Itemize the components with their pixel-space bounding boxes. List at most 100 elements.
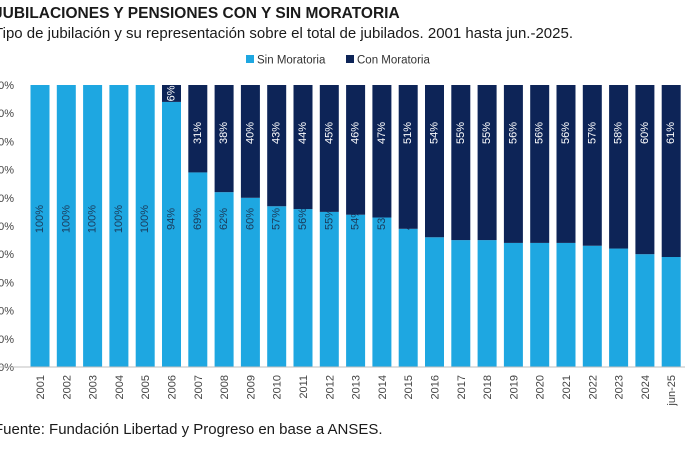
bar-segment-con-moratoria [635,85,655,255]
data-label: 51% [402,122,414,144]
x-tick-label: 2011 [298,375,310,399]
y-tick-label: 10% [0,334,14,346]
data-label: 43% [271,122,283,144]
bar-segment-con-moratoria [267,85,287,207]
y-tick-label: 80% [0,136,14,148]
x-tick-label: 2007 [193,375,205,399]
data-label: 45% [323,122,335,144]
y-axis: 0% 10% 20% 30% 40% 50% 60% 70% 80% 90% 100% [0,80,14,374]
bar-segment-con-moratoria [451,85,471,241]
data-label: 44% [297,122,309,144]
y-tick-label: 40% [0,249,14,261]
y-tick-label: 60% [0,193,14,205]
data-label: 100% [60,205,72,233]
bar-segment-sin-moratoria [109,85,129,367]
bar-segment-sin-moratoria [661,257,681,367]
bar-segment-con-moratoria [346,85,366,215]
x-tick-label: 2012 [324,375,336,399]
bar-segment-con-moratoria [530,85,550,243]
bar-segment-sin-moratoria [30,85,50,367]
data-label: 100% [34,205,46,233]
x-tick-label: 2002 [61,375,73,399]
bar-segment-sin-moratoria [346,214,366,367]
x-tick-label: 2009 [245,375,257,399]
x-tick-label: 2008 [219,375,231,399]
bar-segment-sin-moratoria [56,85,76,367]
bar-segment-con-moratoria [372,85,392,218]
x-tick-label: 2013 [351,375,363,399]
x-tick-label: 2017 [456,375,468,399]
legend-swatch [346,55,354,63]
bar-segment-con-moratoria [293,85,313,210]
x-tick-label: 2006 [167,375,179,399]
x-tick-label: 2019 [508,375,520,399]
x-tick-label: 2014 [377,375,389,399]
data-label: 46% [350,122,362,144]
bar-segment-sin-moratoria [425,237,444,367]
bar-segment-sin-moratoria [83,85,103,367]
data-label: 55% [455,122,467,144]
stacked-bar-chart: Sin Moratoria Con Moratoria 0% 10% 20% 30% 40… [0,55,685,407]
bar-segment-con-moratoria [162,85,181,102]
bar-segment-sin-moratoria [635,254,655,367]
bars: 100% 100% 100% 100% 100% 94% 6% 69% 31% 62% 38% 60%… [30,85,681,368]
bar-segment-con-moratoria [240,85,260,198]
x-tick-label: 2016 [430,375,442,399]
data-label: 60% [639,122,651,144]
y-tick-label: 0% [0,362,14,374]
x-tick-label: 2020 [535,375,547,399]
bar-segment-sin-moratoria [503,242,523,367]
x-tick-label: 2022 [587,375,599,399]
data-label: 58% [613,122,625,144]
bar-segment-sin-moratoria [398,228,418,367]
bar-segment-con-moratoria [319,85,339,212]
legend-label: Sin Moratoria [257,55,326,67]
bar-segment-con-moratoria [661,85,681,258]
y-tick-label: 20% [0,306,14,318]
bar-segment-sin-moratoria [162,101,181,368]
y-tick-label: 30% [0,277,14,289]
source-note: Fuente: Fundación Libertad y Progreso en… [0,421,383,438]
bar-segment-sin-moratoria [530,242,550,367]
data-label: 56% [560,122,572,144]
data-label: 40% [244,122,256,144]
legend-label: Con Moratoria [357,55,430,67]
data-label: 56% [297,208,309,230]
data-label: 6% [166,85,178,101]
bar-segment-sin-moratoria [293,209,313,367]
bar-segment-sin-moratoria [188,172,208,367]
x-tick-label: 2021 [561,375,573,399]
bar-segment-con-moratoria [609,85,629,249]
bar-segment-sin-moratoria [319,211,339,367]
y-tick-label: 70% [0,165,14,177]
data-label: 61% [665,122,677,144]
data-label: 100% [87,205,99,233]
data-label: 62% [218,208,230,230]
data-label: 54% [429,122,441,144]
data-label: 56% [534,122,546,144]
x-axis: 2001 2002 2003 2004 2005 2006 2007 2008 2009 2010… [0,366,685,407]
data-label: 69% [192,208,204,230]
x-tick-label: 2015 [403,375,415,399]
x-tick-label: 2024 [640,375,652,399]
bar-segment-con-moratoria [503,85,523,243]
x-tick-label: jun-25 [666,375,678,407]
data-label: 47% [376,122,388,144]
x-tick-label: 2023 [614,375,626,399]
data-label: 31% [192,122,204,144]
bar-segment-sin-moratoria [477,240,497,367]
bar-segment-sin-moratoria [267,206,287,367]
x-tick-label: 2018 [482,375,494,399]
bar-segment-con-moratoria [398,85,418,229]
bar-segment-sin-moratoria [135,85,155,367]
legend: Sin Moratoria Con Moratoria [246,55,430,67]
data-label: 57% [586,122,598,144]
data-label: 60% [244,208,256,230]
x-tick-label: 2001 [35,375,47,399]
data-label: 100% [113,205,125,233]
data-label: 56% [507,122,519,144]
bar-segment-con-moratoria [214,85,234,193]
x-tick-label: 2005 [140,375,152,399]
bar-segment-sin-moratoria [214,192,234,367]
bar-segment-con-moratoria [425,85,444,238]
